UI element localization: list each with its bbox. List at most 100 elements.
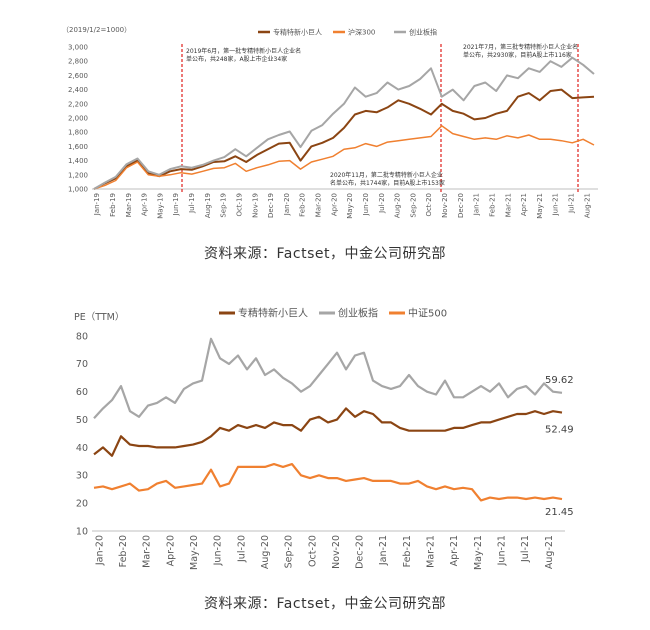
x-tick-label: Jul-20 [378,193,386,214]
chart1-series [93,56,595,190]
y-tick-label: 2,000 [68,114,88,122]
legend-label: 专精特新小巨人 [238,307,308,320]
legend-label: 专精特新小巨人 [273,27,322,36]
x-tick-label: May-19 [156,193,164,219]
x-tick-label: May-21 [536,193,544,219]
series-line-1 [93,337,563,419]
series-line-0 [93,88,595,190]
event-annotation-text: 名单公布，共1744家，目前A股上市153家 [330,179,445,187]
chart2-y-axis: 10 20 30 40 50 60 70 80 [76,331,88,537]
source-caption-top: 资料来源：Factset，中金公司研究部 [204,246,446,262]
chart1-x-axis: Jan-19 Feb-19 Mar-19 Apr-19 May-19 Jun-19 Jul-… [92,188,598,219]
x-tick-label: May-20 [346,193,354,219]
x-tick-label: Oct-19 [236,193,244,217]
series-line-1 [93,125,595,190]
x-tick-label: Mar-20 [142,535,153,568]
x-tick-label: May-20 [189,535,200,570]
x-tick-label: Aug-20 [260,535,271,569]
x-tick-label: Jan-21 [473,193,481,216]
legend-label: 中证500 [408,307,447,320]
x-tick-label: Jul-19 [188,193,196,214]
x-tick-label: Jul-20 [236,535,247,563]
x-tick-label: Apr-21 [520,193,528,216]
y-tick-label: 2,200 [68,100,88,108]
x-tick-label: Mar-19 [125,193,133,217]
event-annotation-text: 2020年11月，第二批专精特新小巨人企业 [330,171,443,179]
x-tick-label: Jun-20 [362,193,370,216]
event-annotation-text: 单公布，共248家，A股上市企业34家 [186,55,287,63]
source-caption-bottom: 资料来源：Factset，中金公司研究部 [204,596,446,612]
x-tick-label: Oct-20 [307,535,318,567]
y-tick-label: 60 [76,387,88,398]
x-tick-label: Aug-19 [204,193,212,218]
x-tick-label: Nov-19 [251,193,259,218]
series-line-0 [93,407,563,457]
x-tick-label: Apr-21 [449,535,460,566]
x-tick-label: Feb-20 [118,535,129,567]
x-tick-label: May-21 [473,535,484,570]
x-tick-label: Aug-21 [544,535,555,569]
chart1-y-axis: 1,000 1,200 1,400 1,600 1,800 2,000 2,200 2,400… [68,43,88,193]
chart1-annotations: 2019年6月，第一批专精特新小巨人企业名单公布，共248家，A股上市企业34家… [186,43,578,187]
y-tick-label: 20 [76,498,88,509]
legend-label: 创业板指 [409,27,437,36]
y-tick-label: 30 [76,471,88,482]
chart2-x-axis: Jan-20 Feb-20 Mar-20 Apr-20 May-20 Jun-20 Jul-… [92,530,565,570]
x-tick-label: Mar-21 [426,535,437,568]
x-tick-label: Dec-19 [267,193,275,218]
x-tick-label: Apr-19 [141,193,149,216]
x-tick-label: Jun-21 [552,193,560,216]
x-tick-label: Apr-20 [330,193,338,216]
x-tick-label: Jan-21 [378,535,389,566]
event-annotation-text: 2021年7月，第三批专精特新小巨人企业名 [463,43,578,51]
y-tick-label: 2,400 [68,86,88,94]
y-tick-label: 1,800 [68,129,88,137]
y-tick-label: 3,000 [68,43,88,51]
chart2-series [93,337,563,502]
chart2-legend: 专精特新小巨人 创业板指 中证500 [219,307,447,320]
chart1-event-lines [181,44,579,192]
x-tick-label: Nov-20 [441,193,449,218]
y-tick-label: 1,400 [68,157,88,165]
y-tick-label: 1,600 [68,143,88,151]
x-tick-label: Mar-20 [315,193,323,217]
x-tick-label: Sep-19 [220,193,228,218]
y-tick-label: 70 [76,359,88,370]
y-tick-label: 1,000 [68,185,88,193]
chart2-ylabel: PE（TTM） [74,311,124,323]
y-tick-label: 50 [76,415,88,426]
y-tick-label: 10 [76,526,88,537]
x-tick-label: Oct-20 [425,193,433,217]
x-tick-label: Jul-21 [568,193,576,214]
x-tick-label: Feb-21 [489,193,497,217]
series-line-2 [93,463,563,502]
series-end-label: 52.49 [545,425,574,436]
x-tick-label: Sep-20 [284,535,295,568]
x-tick-label: Aug-21 [583,193,591,218]
x-tick-label: Jan-20 [283,193,291,216]
y-tick-label: 2,600 [68,72,88,80]
x-tick-label: Mar-21 [504,193,512,217]
x-tick-label: Jan-20 [94,535,105,566]
y-tick-label: 40 [76,443,88,454]
pe-ttm-chart: PE（TTM） 专精特新小巨人 创业板指 中证500 10 20 30 40 50 60 70 8… [74,307,574,571]
x-tick-label: Feb-20 [299,193,307,217]
legend-label: 创业板指 [338,307,378,320]
index-performance-chart: （2019/1/2=1000） 专精特新小巨人 沪深300 创业板指 1,0001,… [62,26,598,219]
x-tick-label: Jun-21 [496,535,507,566]
x-tick-label: Jun-20 [213,535,224,566]
x-tick-label: Dec-20 [457,193,465,218]
x-tick-label: Aug-20 [394,193,402,218]
y-tick-label: 2,800 [68,58,88,66]
x-tick-label: Nov-20 [331,535,342,569]
x-tick-label: Feb-21 [402,535,413,567]
x-tick-label: Feb-19 [109,193,117,217]
series-line-2 [93,56,595,190]
series-end-label: 21.45 [545,507,574,518]
y-tick-label: 1,200 [68,171,88,179]
chart1-unit-label: （2019/1/2=1000） [62,26,131,34]
chart1-legend: 专精特新小巨人 沪深300 创业板指 [258,27,437,36]
x-tick-label: Sep-20 [409,193,417,218]
x-tick-label: Jun-19 [172,193,180,216]
y-tick-label: 80 [76,331,88,342]
